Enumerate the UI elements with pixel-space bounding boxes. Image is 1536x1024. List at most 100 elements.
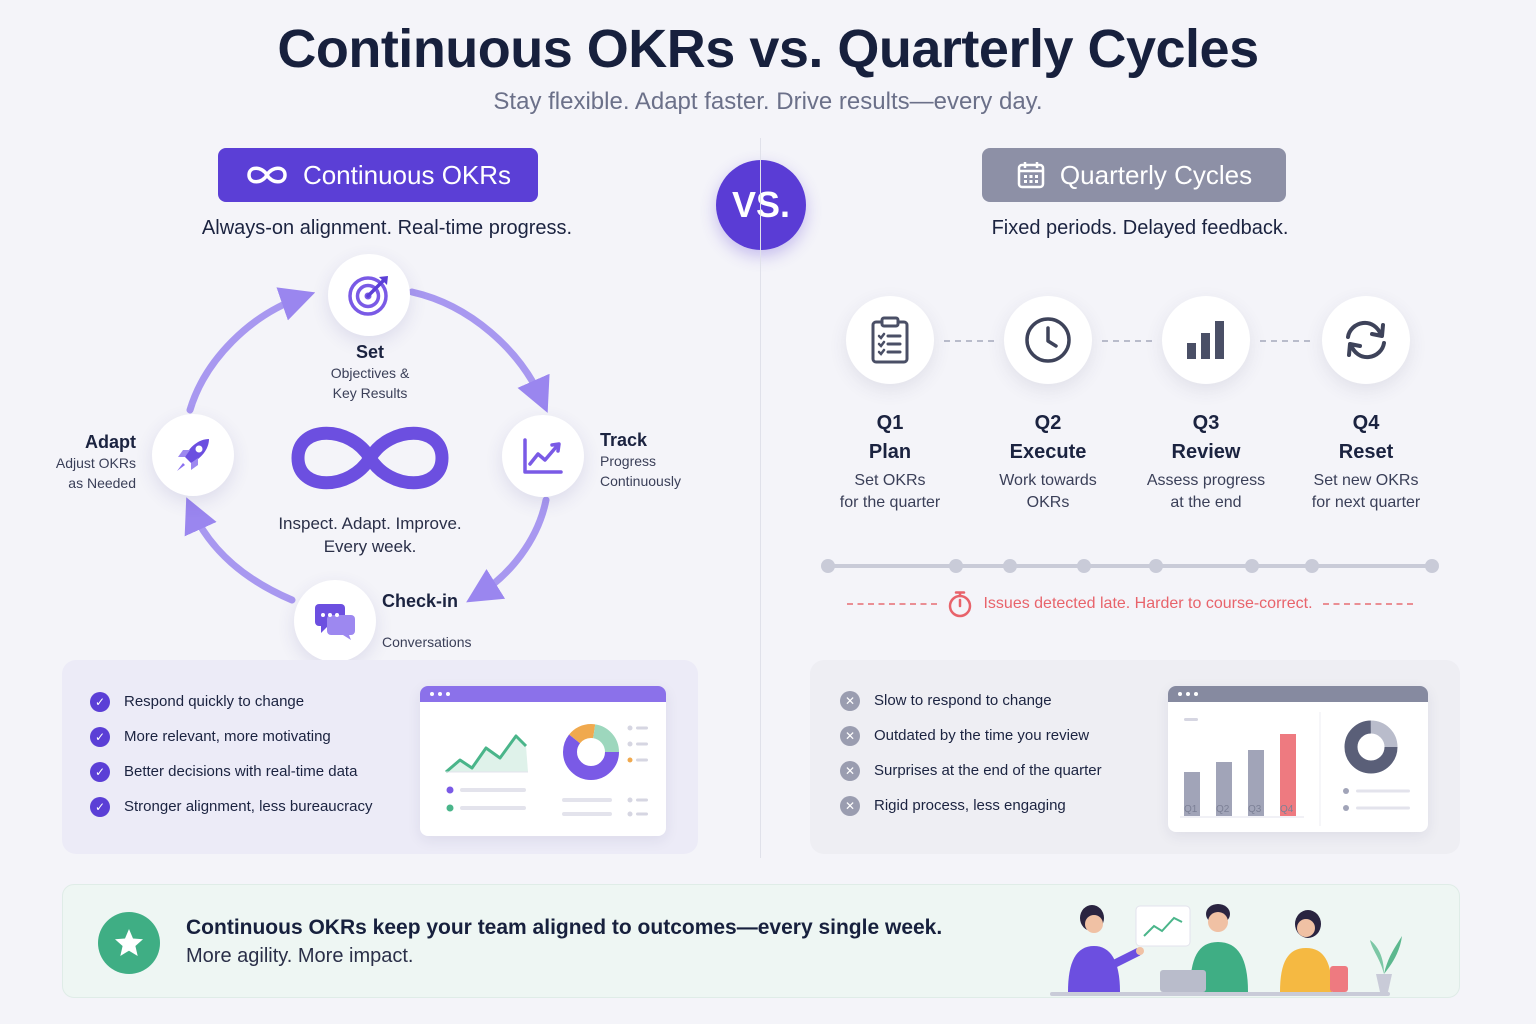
clipboard-icon bbox=[871, 316, 909, 364]
quarterly-cycles-label: Quarterly Cycles bbox=[1059, 159, 1253, 190]
quarter-node-q3 bbox=[1162, 296, 1250, 384]
refresh-icon bbox=[1346, 320, 1386, 360]
list-item: ✓ Respond quickly to change bbox=[90, 684, 450, 719]
check-icon: ✓ bbox=[90, 761, 110, 782]
infinity-icon bbox=[291, 426, 449, 490]
quarter-title: Plan bbox=[868, 441, 912, 463]
rocket-icon bbox=[177, 439, 209, 471]
trend-chart-icon bbox=[523, 438, 563, 474]
quarter-q4-text: Q4 Reset Set new OKRs for next quarter bbox=[1286, 412, 1446, 514]
drawback-text: Outdated by the time you review bbox=[874, 727, 1090, 744]
section-divider bbox=[760, 138, 761, 858]
target-icon bbox=[348, 276, 388, 316]
quarter-desc2: for the quarter bbox=[839, 494, 941, 511]
quarter-label: Q4 bbox=[1352, 412, 1380, 434]
mockup-q-label: Q2 bbox=[1216, 804, 1230, 815]
late-detection-warning: Issues detected late. Harder to course-c… bbox=[830, 590, 1430, 618]
bar-chart-icon bbox=[1187, 321, 1224, 359]
dashboard-mockup-live bbox=[420, 686, 666, 836]
quarter-node-q1 bbox=[846, 296, 934, 384]
quarter-desc1: Work towards bbox=[999, 472, 1097, 489]
checkin-sub2: Conversations bbox=[382, 634, 472, 650]
cycle-center-text: Inspect. Adapt. Improve. Every week. bbox=[250, 512, 490, 558]
infinity-icon bbox=[247, 166, 287, 184]
x-icon: ✕ bbox=[840, 795, 860, 816]
track-node bbox=[502, 415, 584, 497]
mockup-charts bbox=[1180, 712, 1410, 826]
quarter-q3-text: Q3 Review Assess progress at the end bbox=[1126, 412, 1286, 514]
benefits-list: ✓ Respond quickly to change ✓ More relevan… bbox=[90, 684, 450, 824]
set-title: Set bbox=[355, 342, 384, 362]
quarter-desc1: Assess progress bbox=[1146, 472, 1266, 489]
drawback-text: Surprises at the end of the quarter bbox=[874, 762, 1102, 779]
track-sub2: Continuously bbox=[600, 473, 681, 489]
adapt-text: Adapt Adjust OKRs as Needed bbox=[40, 432, 136, 493]
benefit-text: More relevant, more motivating bbox=[124, 728, 331, 745]
quarter-label: Q3 bbox=[1192, 412, 1220, 434]
check-icon: ✓ bbox=[90, 691, 110, 712]
track-title: Track bbox=[600, 430, 648, 450]
continuous-okrs-label: Continuous OKRs bbox=[302, 159, 512, 190]
list-item: ✓ Stronger alignment, less bureaucracy bbox=[90, 789, 450, 824]
list-item: ✕ Rigid process, less engaging bbox=[840, 788, 1170, 823]
adapt-sub2: as Needed bbox=[68, 475, 136, 491]
team-illustration bbox=[1050, 904, 1402, 996]
checkin-title: Check-in bbox=[382, 591, 459, 611]
adapt-sub1: Adjust OKRs bbox=[55, 455, 136, 471]
quarterly-drawbacks-card: ✕ Slow to respond to change ✕ Outdated by … bbox=[810, 660, 1460, 854]
set-sub1: Objectives & bbox=[330, 365, 410, 381]
summary-headline: Continuous OKRs keep your team aligned t… bbox=[186, 916, 943, 939]
benefit-text: Stronger alignment, less bureaucracy bbox=[124, 798, 373, 815]
mockup-q-label: Q3 bbox=[1248, 804, 1262, 815]
set-text: Set Objectives & Key Results bbox=[300, 342, 440, 403]
quarter-timeline bbox=[821, 559, 1439, 573]
set-sub2: Key Results bbox=[332, 385, 408, 401]
quarter-label: Q2 bbox=[1034, 412, 1062, 434]
list-item: ✓ Better decisions with real-time data bbox=[90, 754, 450, 789]
quarter-label: Q1 bbox=[876, 412, 904, 434]
drawback-text: Slow to respond to change bbox=[874, 692, 1052, 709]
mockup-q-label: Q4 bbox=[1280, 804, 1294, 815]
adapt-node bbox=[152, 414, 234, 496]
cycle-arrows bbox=[184, 287, 550, 604]
quarter-connectors bbox=[944, 340, 1312, 342]
quarter-q2-text: Q2 Execute Work towards OKRs bbox=[968, 412, 1128, 514]
continuous-benefits-card: ✓ Respond quickly to change ✓ More relevan… bbox=[62, 660, 698, 854]
mockup-titlebar bbox=[1168, 686, 1428, 702]
stopwatch-icon bbox=[949, 591, 972, 618]
quarterly-tagline: Fixed periods. Delayed feedback. bbox=[991, 217, 1289, 239]
quarter-desc1: Set OKRs bbox=[854, 472, 926, 489]
quarter-desc2: at the end bbox=[1170, 494, 1242, 511]
track-sub1: Progress bbox=[600, 453, 657, 469]
mockup-q-label: Q1 bbox=[1184, 804, 1198, 815]
checkin-text: Check-in Conversations bbox=[382, 591, 522, 652]
quarter-q1-text: Q1 Plan Set OKRs for the quarter bbox=[810, 412, 970, 514]
checkin-node bbox=[294, 580, 376, 662]
continuous-okrs-pill: Continuous OKRs bbox=[218, 148, 538, 202]
warning-text: Issues detected late. Harder to course-c… bbox=[983, 595, 1313, 612]
page-title: Continuous OKRs vs. Quarterly Cycles bbox=[277, 19, 1259, 79]
benefit-text: Respond quickly to change bbox=[124, 693, 305, 710]
list-item: ✕ Outdated by the time you review bbox=[840, 718, 1170, 753]
x-icon: ✕ bbox=[840, 690, 860, 711]
summary-subline: More agility. More impact. bbox=[186, 945, 414, 967]
mockup-charts bbox=[445, 724, 648, 817]
quarter-node-q4 bbox=[1322, 296, 1410, 384]
chat-icon bbox=[315, 604, 355, 640]
check-icon: ✓ bbox=[90, 796, 110, 817]
adapt-title: Adapt bbox=[85, 432, 136, 452]
quarter-node-q2 bbox=[1004, 296, 1092, 384]
list-item: ✕ Slow to respond to change bbox=[840, 683, 1170, 718]
continuous-tagline: Always-on alignment. Real-time progress. bbox=[201, 217, 573, 239]
cycle-center-line2: Every week. bbox=[323, 537, 417, 556]
dashboard-mockup-quarterly: Q1 Q2 Q3 Q4 bbox=[1168, 686, 1428, 832]
quarter-desc1: Set new OKRs bbox=[1313, 472, 1419, 489]
quarterly-cycles-pill: Quarterly Cycles bbox=[982, 148, 1286, 202]
warning-dash-left bbox=[847, 603, 938, 605]
quarter-desc2: for next quarter bbox=[1311, 494, 1421, 511]
quarter-title: Execute bbox=[1009, 441, 1087, 463]
x-icon: ✕ bbox=[840, 725, 860, 746]
warning-dash-right bbox=[1322, 603, 1413, 605]
star-icon bbox=[115, 929, 143, 956]
vs-badge: VS. bbox=[716, 160, 806, 250]
